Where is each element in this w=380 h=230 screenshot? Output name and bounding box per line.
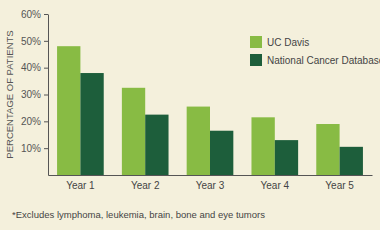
y-tick-mark xyxy=(44,95,48,96)
y-tick: 10% xyxy=(21,143,48,154)
legend-item: UC Davis xyxy=(250,36,309,48)
y-tick: 30% xyxy=(21,89,48,100)
x-tick-label: Year 4 xyxy=(261,180,290,191)
bar xyxy=(340,147,363,175)
bar xyxy=(251,117,274,175)
y-axis-title: PERCENTAGE OF PATIENTS xyxy=(4,30,15,158)
legend-item: National Cancer Database xyxy=(250,54,380,66)
bar xyxy=(80,73,103,175)
x-tick-label: Year 5 xyxy=(325,180,354,191)
y-tick-mark xyxy=(44,41,48,42)
legend-label: National Cancer Database xyxy=(267,55,380,66)
bar xyxy=(187,107,210,175)
x-tick: Year 4 xyxy=(261,175,290,191)
x-tick: Year 5 xyxy=(325,175,354,191)
legend: UC Davis National Cancer Database xyxy=(250,36,380,66)
footnote: *Excludes lymphoma, leukemia, brain, bon… xyxy=(12,209,265,220)
bar xyxy=(275,140,298,175)
x-axis-line xyxy=(49,175,373,176)
bar xyxy=(316,124,339,175)
legend-swatch xyxy=(250,54,262,66)
chart: 10%20%30%40%50%60%Year 1Year 2Year 3Year… xyxy=(0,0,380,230)
y-tick: 60% xyxy=(21,9,48,20)
y-tick-mark xyxy=(44,121,48,122)
legend-label: UC Davis xyxy=(267,37,309,48)
bar xyxy=(122,88,145,175)
y-tick-mark xyxy=(44,68,48,69)
y-tick-label: 60% xyxy=(21,9,41,20)
x-tick-label: Year 2 xyxy=(131,180,160,191)
y-axis: 10% 20% 30% 40% 50% 60% xyxy=(21,9,49,176)
background xyxy=(0,0,380,230)
bar xyxy=(145,115,168,175)
x-tick: Year 2 xyxy=(131,175,160,191)
plot: 10%20%30%40%50%60%Year 1Year 2Year 3Year… xyxy=(21,9,373,191)
y-tick: 40% xyxy=(21,62,48,73)
y-tick: 50% xyxy=(21,36,48,47)
y-tick-mark xyxy=(44,148,48,149)
y-tick-mark xyxy=(44,14,48,15)
y-axis-line xyxy=(48,15,49,176)
x-tick-label: Year 1 xyxy=(66,180,95,191)
y-tick-label: 20% xyxy=(21,116,41,127)
x-tick: Year 3 xyxy=(196,175,225,191)
bar xyxy=(210,131,233,175)
y-tick-label: 40% xyxy=(21,62,41,73)
legend-swatch xyxy=(250,36,262,48)
x-axis: Year 1 Year 2 Year 3 Year 4 Year 5 xyxy=(49,175,373,191)
y-tick-label: 30% xyxy=(21,89,41,100)
y-tick-label: 10% xyxy=(21,143,41,154)
bar xyxy=(57,46,80,175)
y-tick: 20% xyxy=(21,116,48,127)
x-tick-label: Year 3 xyxy=(196,180,225,191)
y-tick-label: 50% xyxy=(21,36,41,47)
x-tick: Year 1 xyxy=(66,175,95,191)
